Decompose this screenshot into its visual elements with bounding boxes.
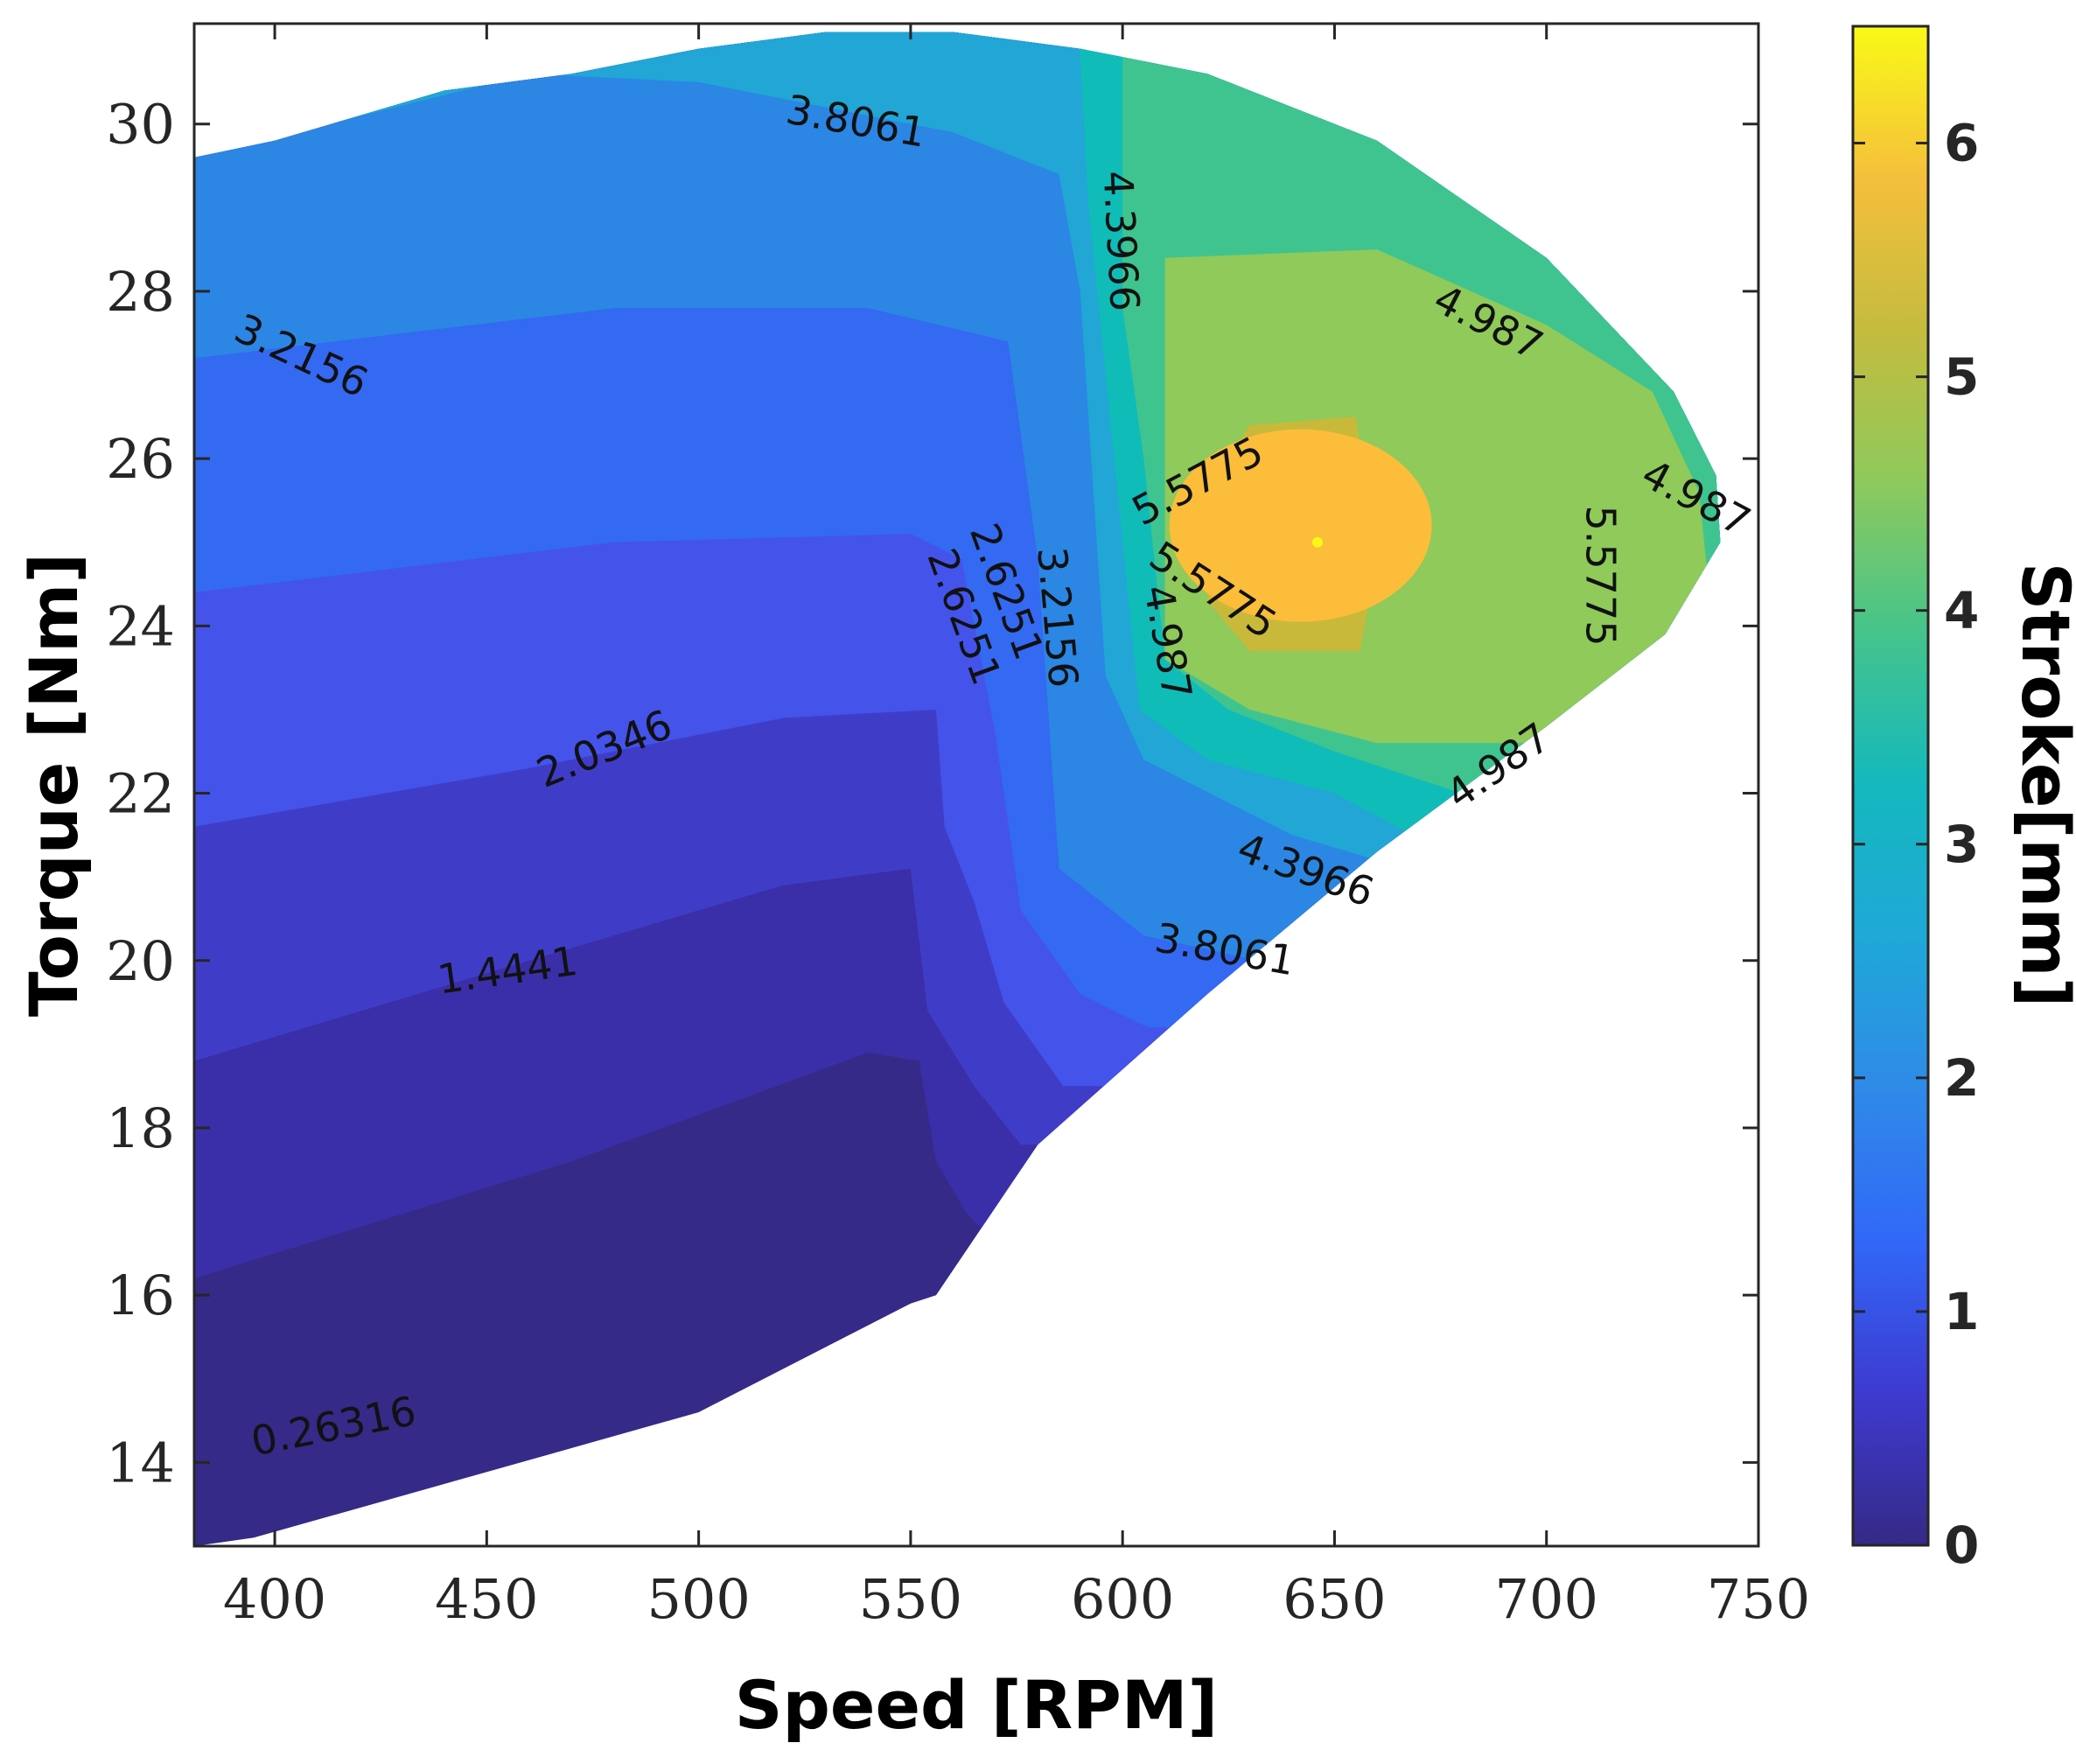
y-tick-label: 18 — [106, 1096, 175, 1160]
y-tick-label: 28 — [106, 260, 175, 324]
x-axis-title: Speed [RPM] — [735, 1666, 1218, 1744]
colorbar-tick-label: 6 — [1944, 114, 1979, 173]
colorbar-tick-label: 0 — [1944, 1516, 1979, 1575]
contour-label-extra-4: 5.5775 — [1576, 506, 1624, 647]
x-tick-label: 500 — [647, 1567, 750, 1631]
x-tick-label: 700 — [1495, 1567, 1598, 1631]
x-tick-label: 650 — [1283, 1567, 1386, 1631]
contour-band-peak — [1169, 429, 1432, 622]
y-axis: 14 16 18 20 22 24 26 28 30 — [106, 93, 1758, 1494]
x-tick-label: 750 — [1707, 1567, 1810, 1631]
y-tick-label: 30 — [106, 93, 175, 157]
colorbar — [1851, 24, 1930, 1547]
x-axis: 400 450 500 550 600 650 700 750 — [223, 24, 1810, 1631]
colorbar-tick-label: 3 — [1944, 815, 1979, 874]
colorbar-tick-label: 2 — [1944, 1048, 1979, 1108]
x-tick-label: 600 — [1071, 1567, 1174, 1631]
colorbar-tick-label: 5 — [1944, 347, 1979, 407]
x-tick-label: 550 — [859, 1567, 962, 1631]
plot-frame — [192, 22, 1760, 1548]
y-tick-label: 16 — [106, 1264, 175, 1327]
colorbar-title: Stroke[mm] — [2007, 563, 2076, 1008]
y-tick-label: 26 — [106, 427, 175, 491]
x-tick-label: 450 — [435, 1567, 538, 1631]
x-tick-label: 400 — [223, 1567, 326, 1631]
colorbar-tick-label: 4 — [1944, 581, 1979, 640]
y-tick-label: 20 — [106, 929, 175, 993]
y-axis-title: Torque [Nm] — [15, 553, 93, 1017]
contour-label-7: 4.3966 — [1094, 170, 1149, 313]
colorbar-tick-label: 1 — [1944, 1282, 1979, 1341]
y-tick-label: 14 — [106, 1431, 175, 1494]
y-tick-label: 24 — [106, 594, 175, 658]
y-tick-label: 22 — [106, 762, 175, 826]
colorbar-ticks: 0 1 2 3 4 5 6 — [1853, 114, 1979, 1575]
peak-marker — [1312, 536, 1324, 548]
